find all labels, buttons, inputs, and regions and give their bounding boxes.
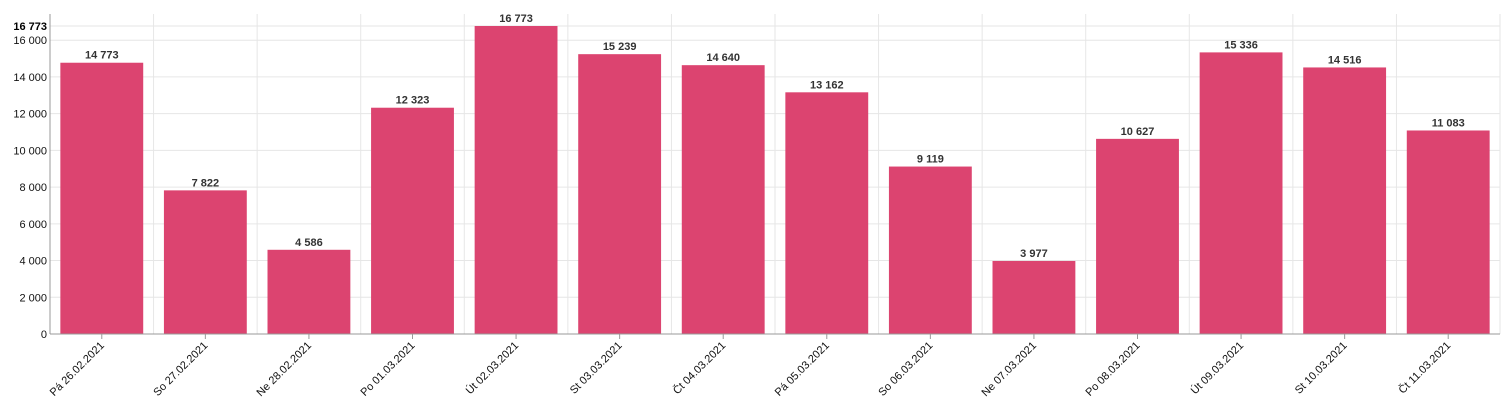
x-tick-label: Pá 05.03.2021 — [773, 340, 832, 399]
bar — [474, 26, 558, 334]
data-label: 3 977 — [1020, 248, 1048, 260]
bar — [267, 249, 351, 334]
data-label: 4 586 — [295, 237, 323, 249]
data-label: 13 162 — [810, 79, 844, 91]
bar — [163, 190, 247, 334]
bar — [1406, 130, 1490, 334]
y-tick-label: 10 000 — [13, 145, 47, 157]
data-label: 7 822 — [192, 177, 220, 189]
x-tick-label: So 06.03.2021 — [876, 340, 935, 399]
bar — [1303, 67, 1387, 334]
data-label: 15 336 — [1224, 39, 1258, 51]
y-tick-label: 12 000 — [13, 109, 47, 121]
x-tick-label: Út 02.03.2021 — [463, 339, 521, 397]
grid-lines — [49, 14, 1501, 335]
x-tick-label: So 27.02.2021 — [151, 340, 210, 399]
x-tick-label: St 03.03.2021 — [568, 340, 625, 397]
x-tick-label: Út 09.03.2021 — [1188, 339, 1246, 397]
bar — [578, 54, 662, 334]
x-tick-label: St 10.03.2021 — [1293, 340, 1350, 397]
data-label: 12 323 — [396, 95, 430, 107]
x-tick-label: Ne 07.03.2021 — [980, 340, 1040, 400]
x-tick-label: Po 08.03.2021 — [1084, 340, 1143, 399]
bar — [785, 92, 869, 335]
x-tick-label: Čt 04.03.2021 — [670, 339, 728, 397]
y-tick-label: 16 000 — [13, 35, 47, 47]
data-label: 14 516 — [1328, 54, 1362, 66]
x-axis: Pá 26.02.2021 So 27.02.2021 Ne 28.02.2021 P… — [48, 333, 1500, 400]
bar — [1096, 138, 1179, 334]
x-tick-label: Ne 28.02.2021 — [255, 340, 315, 400]
data-label: 9 119 — [917, 154, 944, 166]
bar — [60, 62, 144, 335]
bars: 14 773 7 822 4 586 12 323 16 773 15 239 14 640… — [60, 13, 1490, 335]
y-axis: 0 2 000 4 000 6 000 8 000 10 000 12 000 14 000 1… — [13, 14, 51, 341]
x-tick-label: Po 01.03.2021 — [359, 340, 418, 399]
x-tick-label: Pá 26.02.2021 — [48, 340, 107, 399]
y-tick-label: 14 000 — [13, 72, 47, 84]
data-label: 14 640 — [706, 52, 740, 64]
bar — [992, 260, 1076, 334]
data-label: 15 239 — [603, 41, 637, 53]
y-tick-label: 4 000 — [19, 256, 47, 268]
bar — [1199, 52, 1283, 334]
x-tick-label: Čt 11.03.2021 — [1396, 339, 1453, 396]
data-label: 14 773 — [85, 50, 119, 62]
y-tick-label: 8 000 — [19, 182, 47, 194]
bar — [681, 65, 765, 335]
y-max-label: 16 773 — [13, 21, 47, 33]
y-tick-label: 0 — [41, 329, 47, 341]
data-label: 10 627 — [1121, 126, 1155, 138]
y-tick-label: 6 000 — [19, 219, 47, 231]
data-label: 16 773 — [499, 13, 533, 25]
y-tick-label: 2 000 — [19, 292, 47, 304]
bar — [888, 166, 972, 334]
data-label: 11 083 — [1432, 117, 1465, 129]
bar — [371, 107, 454, 334]
